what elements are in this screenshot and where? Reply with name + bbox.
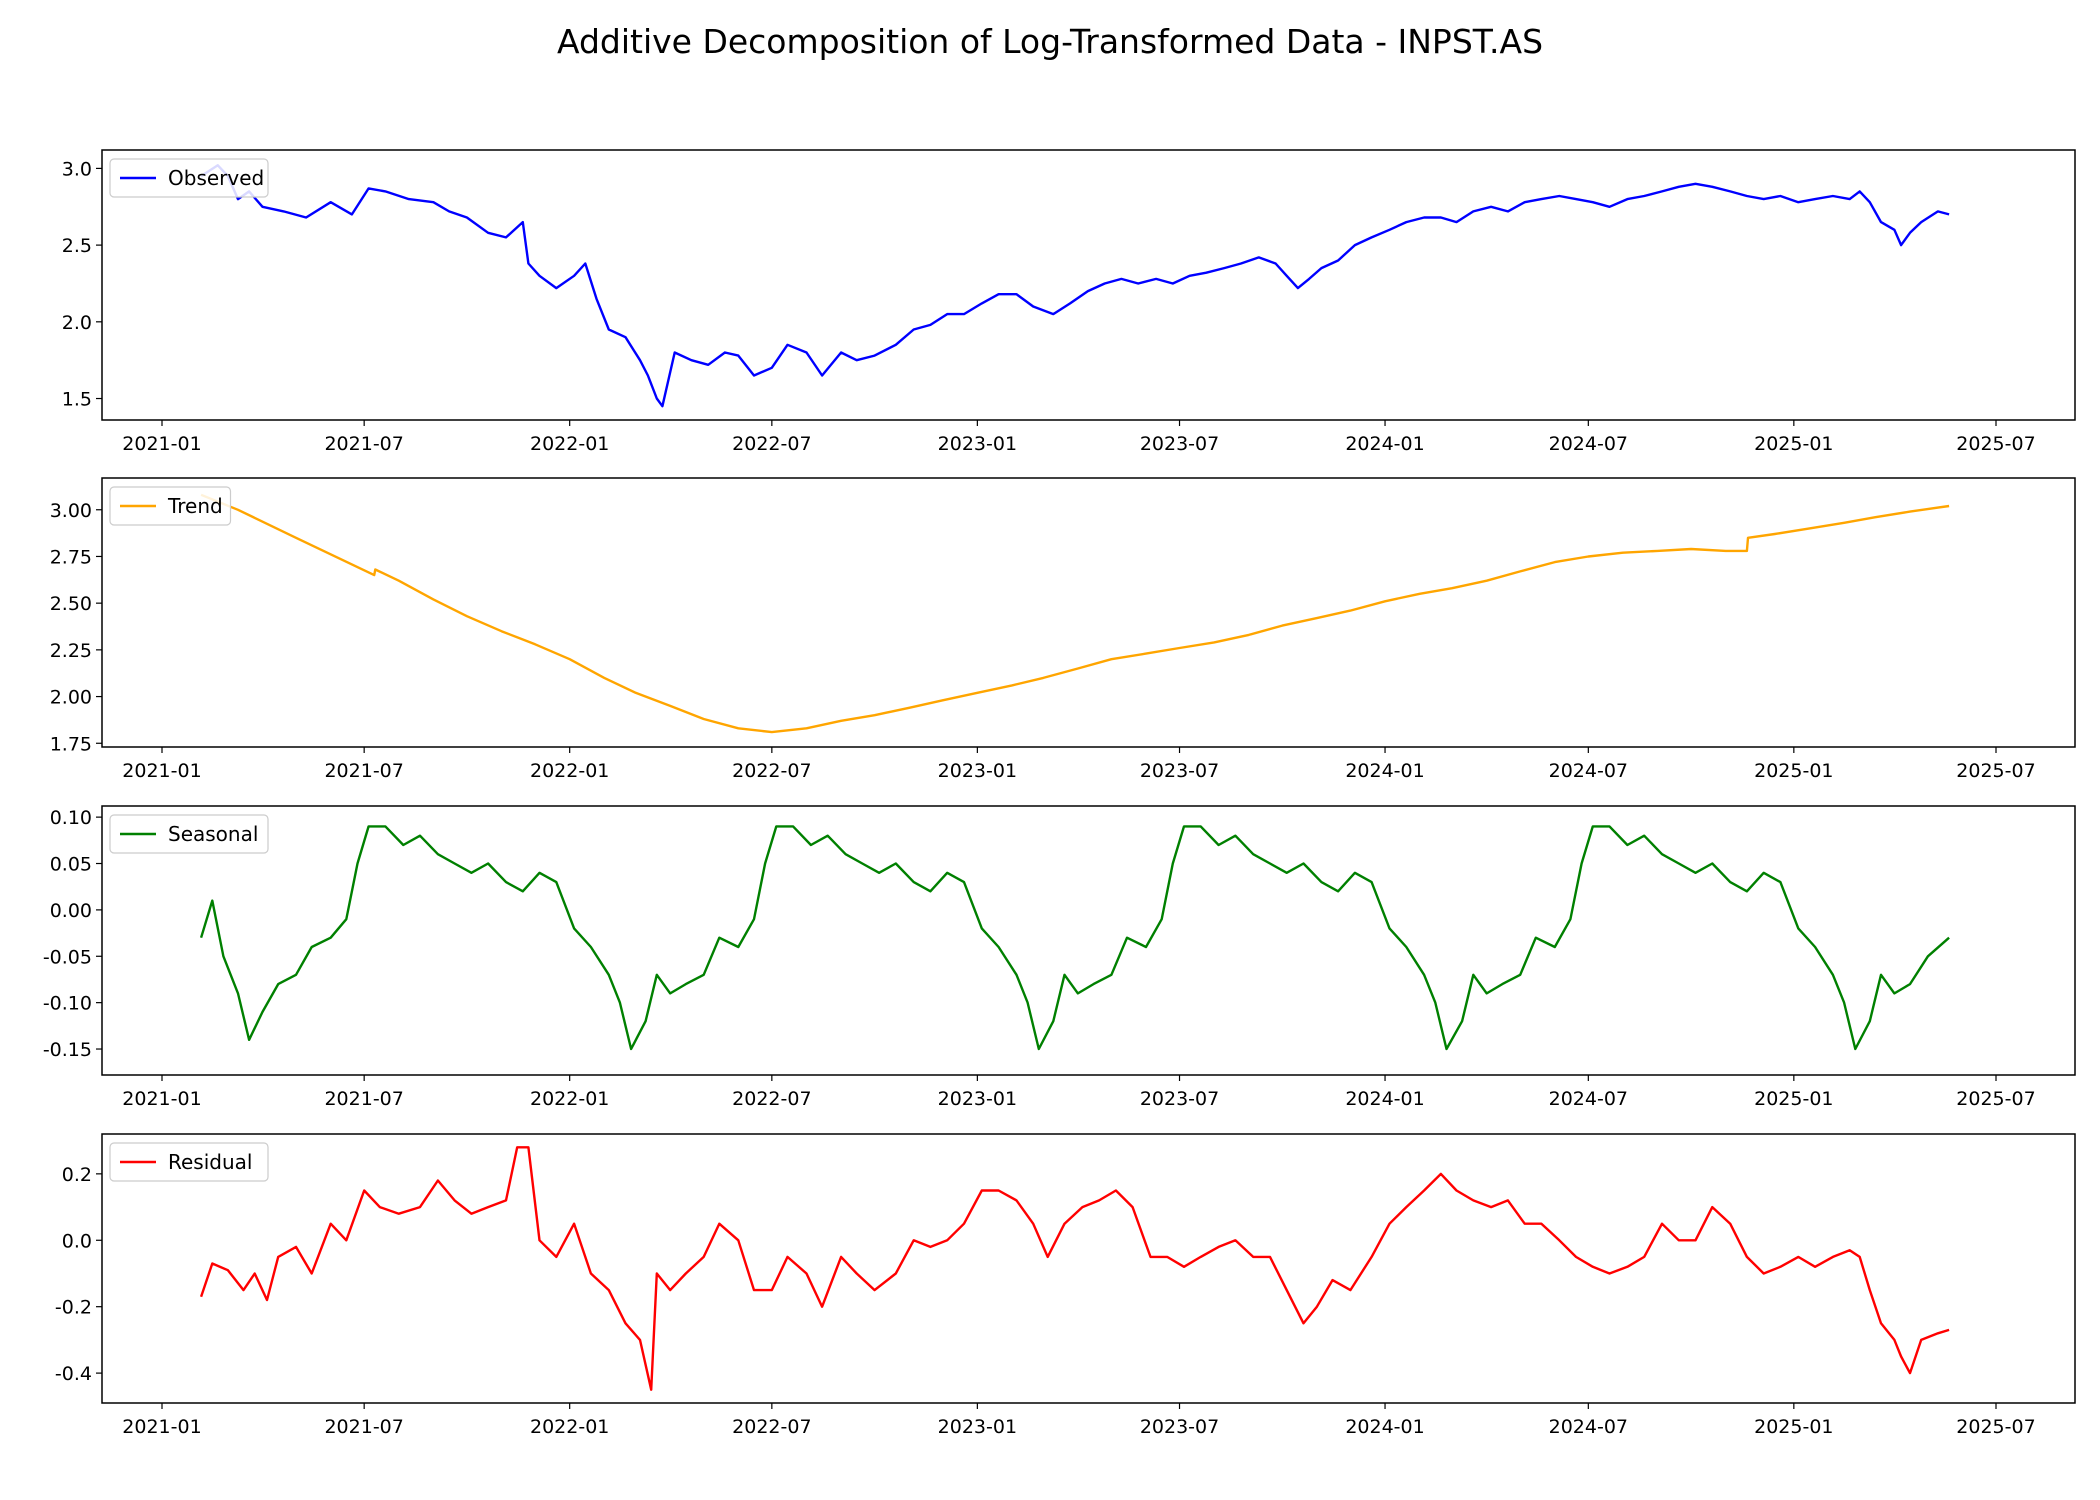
axes-frame: [101, 477, 2076, 748]
x-tick-label: 2024-07: [1549, 1088, 1628, 1110]
legend: Trend: [109, 486, 232, 526]
legend: Residual: [109, 1142, 269, 1182]
x-tick-label: 2024-01: [1345, 760, 1424, 782]
y-tick-label: 2.5: [62, 235, 92, 257]
axes-frame: [101, 1133, 2076, 1404]
y-tick-label: -0.15: [43, 1039, 92, 1061]
x-tick-label: 2022-01: [530, 433, 609, 455]
legend-box: [109, 486, 232, 526]
x-tick-label: 2023-01: [938, 1416, 1017, 1438]
seasonal-series-line: [199, 825, 1950, 1051]
x-tick-label: 2025-07: [1956, 433, 2035, 455]
y-tick-label: 3.00: [50, 500, 92, 522]
chart-title: Additive Decomposition of Log-Transforme…: [556, 22, 1544, 61]
x-tick-label: 2022-07: [732, 1088, 811, 1110]
y-tick-label: 1.75: [50, 733, 92, 755]
y-tick-label: 1.5: [62, 389, 92, 411]
legend-label: Trend: [167, 494, 223, 518]
y-tick-label: -0.2: [55, 1297, 92, 1319]
axes-frame: [101, 149, 2076, 421]
y-tick-label: 2.50: [50, 593, 92, 615]
x-tick-label: 2025-01: [1754, 433, 1833, 455]
x-tick-label: 2025-07: [1956, 1088, 2035, 1110]
x-tick-label: 2022-07: [732, 433, 811, 455]
x-tick-label: 2023-07: [1140, 1088, 1219, 1110]
legend-label: Seasonal: [168, 822, 258, 846]
y-tick-label: 3.0: [62, 158, 92, 180]
axes-frame: [101, 805, 2076, 1076]
y-tick-label: -0.10: [43, 993, 92, 1015]
panel-trend: 2021-01 2021-07 2022-01 2022-07 2023-01 2023-…: [50, 477, 2076, 782]
x-tick-label: 2025-01: [1754, 1416, 1833, 1438]
x-tick-label: 2024-07: [1549, 760, 1628, 782]
x-tick-label: 2022-07: [732, 1416, 811, 1438]
x-tick-label: 2025-01: [1754, 760, 1833, 782]
x-tick-label: 2023-07: [1140, 1416, 1219, 1438]
legend: Seasonal: [109, 814, 269, 854]
y-tick-label: 2.75: [50, 546, 92, 568]
observed-series-line: [200, 164, 1950, 408]
x-tick-label: 2021-01: [122, 433, 201, 455]
legend-label: Observed: [168, 166, 264, 190]
y-tick-label: 0.05: [50, 854, 92, 876]
trend-series-line: [200, 493, 1950, 734]
panel-seasonal: 2021-01 2021-07 2022-01 2022-07 2023-01 2023-…: [43, 805, 2076, 1110]
x-tick-label: 2021-07: [324, 760, 403, 782]
x-tick-label: 2021-01: [122, 1088, 201, 1110]
x-tick-label: 2023-01: [938, 1088, 1017, 1110]
y-tick-label: 2.00: [50, 687, 92, 709]
x-tick-label: 2025-07: [1956, 760, 2035, 782]
y-tick-label: 2.25: [50, 640, 92, 662]
x-tick-label: 2024-01: [1345, 1416, 1424, 1438]
residual-series-line: [199, 1146, 1950, 1391]
legend-box: [109, 158, 269, 198]
x-tick-label: 2024-07: [1549, 1416, 1628, 1438]
x-tick-label: 2023-07: [1140, 433, 1219, 455]
x-tick-label: 2021-07: [324, 1416, 403, 1438]
panel-observed: 2021-01 2021-07 2022-01 2022-07 2023-01 2023-…: [62, 149, 2076, 455]
x-tick-label: 2022-01: [530, 760, 609, 782]
x-tick-label: 2023-07: [1140, 760, 1219, 782]
x-tick-label: 2021-07: [324, 433, 403, 455]
x-tick-label: 2021-07: [324, 1088, 403, 1110]
y-tick-label: 0.2: [62, 1164, 92, 1186]
x-tick-label: 2022-01: [530, 1416, 609, 1438]
y-tick-label: -0.4: [55, 1363, 92, 1385]
y-tick-label: 0.00: [50, 900, 92, 922]
x-tick-label: 2023-01: [938, 433, 1017, 455]
x-tick-label: 2022-01: [530, 1088, 609, 1110]
x-tick-label: 2021-01: [122, 1416, 201, 1438]
y-tick-label: 2.0: [62, 312, 92, 334]
x-tick-label: 2024-01: [1345, 433, 1424, 455]
x-tick-label: 2022-07: [732, 760, 811, 782]
legend-box: [109, 814, 269, 854]
x-tick-label: 2021-01: [122, 760, 201, 782]
x-tick-label: 2024-01: [1345, 1088, 1424, 1110]
x-tick-label: 2024-07: [1549, 433, 1628, 455]
y-tick-label: 0.0: [62, 1230, 92, 1252]
x-tick-label: 2025-01: [1754, 1088, 1833, 1110]
x-tick-label: 2023-01: [938, 760, 1017, 782]
legend-label: Residual: [168, 1150, 252, 1174]
legend-box: [109, 1142, 269, 1182]
panel-residual: 2021-01 2021-07 2022-01 2022-07 2023-01 2023-…: [55, 1133, 2076, 1438]
y-tick-label: 0.10: [50, 807, 92, 829]
x-tick-label: 2025-07: [1956, 1416, 2035, 1438]
y-tick-label: -0.05: [43, 946, 92, 968]
legend: Observed: [109, 158, 269, 198]
